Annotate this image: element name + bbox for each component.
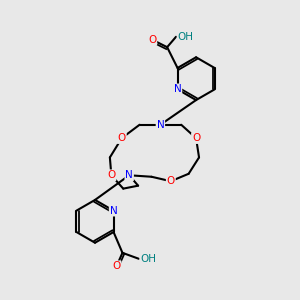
Text: O: O (107, 170, 116, 180)
Text: O: O (167, 176, 175, 186)
Text: OH: OH (178, 32, 194, 42)
Text: OH: OH (140, 254, 156, 264)
Text: N: N (110, 206, 117, 216)
Text: N: N (174, 84, 182, 94)
Text: N: N (125, 170, 133, 180)
Text: O: O (192, 133, 200, 143)
Text: O: O (112, 261, 121, 271)
Text: N: N (157, 120, 164, 130)
Text: O: O (118, 133, 126, 143)
Text: O: O (148, 35, 156, 45)
